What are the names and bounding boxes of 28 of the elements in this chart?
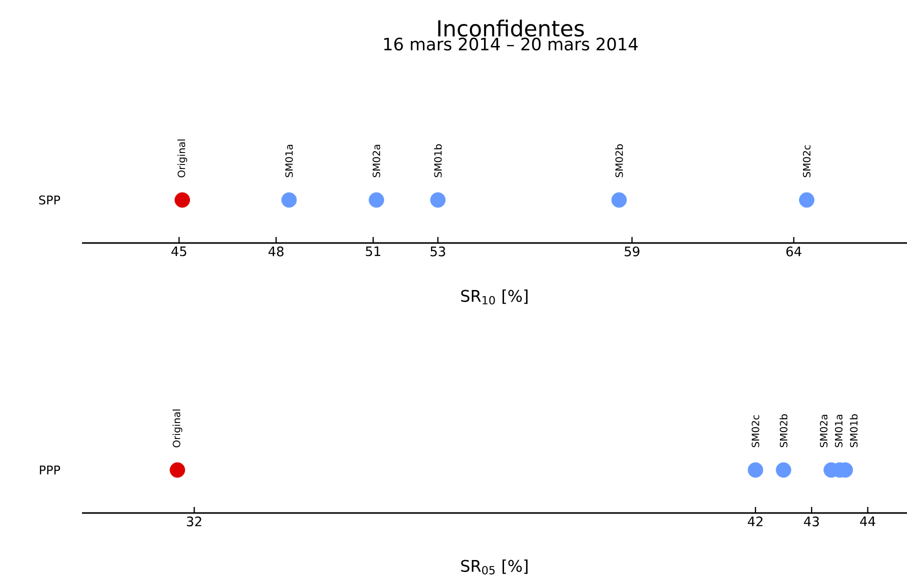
x-tick-label: 53 <box>430 246 446 256</box>
chart-subtitle: 16 mars 2014 – 20 mars 2014 <box>384 38 638 50</box>
text: SM01a <box>834 414 843 448</box>
text: Original <box>177 140 188 178</box>
x-tick-label: 48 <box>268 246 284 256</box>
chart-title: Inconfidentes <box>438 20 584 37</box>
x-tick-label: 32 <box>186 516 202 526</box>
text: Original <box>172 410 182 448</box>
x-tick-label: 59 <box>624 246 640 256</box>
text: SM02b <box>615 144 623 178</box>
text: SM02a <box>820 414 828 448</box>
x-tick-label: 43 <box>804 516 819 526</box>
x-tick-label: 45 <box>171 246 186 256</box>
text: SM02a <box>372 144 380 178</box>
text: SM02b <box>780 414 788 448</box>
x-tick-label: 44 <box>860 516 876 526</box>
x-axis-title: SR$_{10}$ [%] <box>461 290 528 304</box>
text: SM01b <box>434 144 442 178</box>
x-axis-title: SR$_{05}$ [%] <box>461 560 528 574</box>
x-tick-label: 51 <box>366 246 380 256</box>
text: SM02c <box>752 415 760 448</box>
x-tick-label: 42 <box>748 516 762 526</box>
text: SM01a <box>285 144 293 178</box>
text: SM02c <box>802 145 810 178</box>
y-tick-label: SPP <box>39 195 60 205</box>
text: SM01b <box>850 414 858 448</box>
y-tick-label: PPP <box>40 466 60 474</box>
x-tick-label: 64 <box>786 246 802 256</box>
